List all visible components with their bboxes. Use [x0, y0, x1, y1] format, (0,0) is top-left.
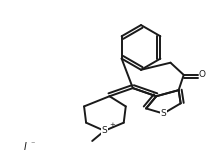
- Text: I: I: [24, 142, 27, 152]
- Text: S: S: [102, 126, 107, 135]
- Text: O: O: [199, 70, 206, 79]
- Text: +: +: [110, 122, 115, 128]
- Text: S: S: [161, 109, 166, 118]
- Text: ⁻: ⁻: [30, 140, 35, 148]
